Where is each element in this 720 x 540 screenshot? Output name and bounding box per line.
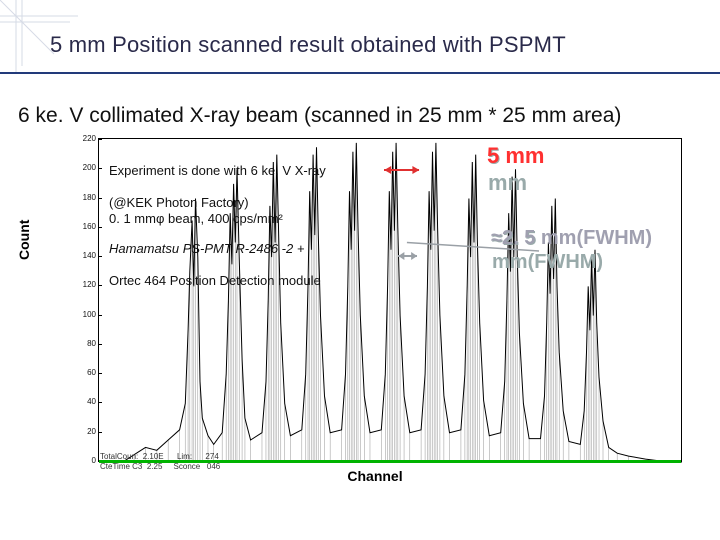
y-tick-label: 120	[82, 281, 96, 289]
slide-subtitle: 6 ke. V collimated X-ray beam (scanned i…	[18, 104, 621, 128]
y-tick-label: 160	[82, 223, 96, 231]
y-tick-label: 220	[82, 135, 96, 143]
y-tick-label: 80	[82, 340, 96, 348]
y-tick-label: 40	[82, 398, 96, 406]
slide-title: 5 mm Position scanned result obtained wi…	[50, 32, 690, 58]
y-tick-label: 0	[82, 457, 96, 465]
plot-frame: Experiment is done with 6 ke. V X-ray (@…	[98, 138, 682, 462]
y-tick-label: 60	[82, 369, 96, 377]
y-tick-label: 180	[82, 194, 96, 202]
y-axis-label: Count	[16, 220, 32, 260]
footer-l1: TotalCoun: 2.10E	[100, 452, 164, 461]
fwhm-pointer-line	[99, 139, 683, 463]
chart-area: 0 20 40 60 80 100 120 140 160 180 200 220 Experimen…	[60, 138, 690, 486]
title-underline	[0, 72, 720, 74]
y-tick-label: 20	[82, 428, 96, 436]
slide-root: 5 mm Position scanned result obtained wi…	[0, 0, 720, 540]
y-tick-label: 100	[82, 311, 96, 319]
y-tick-label: 140	[82, 252, 96, 260]
footer-c1: Lim:	[177, 452, 192, 461]
y-tick-label: 200	[82, 164, 96, 172]
footer-c2a: 274	[205, 452, 218, 461]
x-axis-label: Channel	[60, 468, 690, 484]
